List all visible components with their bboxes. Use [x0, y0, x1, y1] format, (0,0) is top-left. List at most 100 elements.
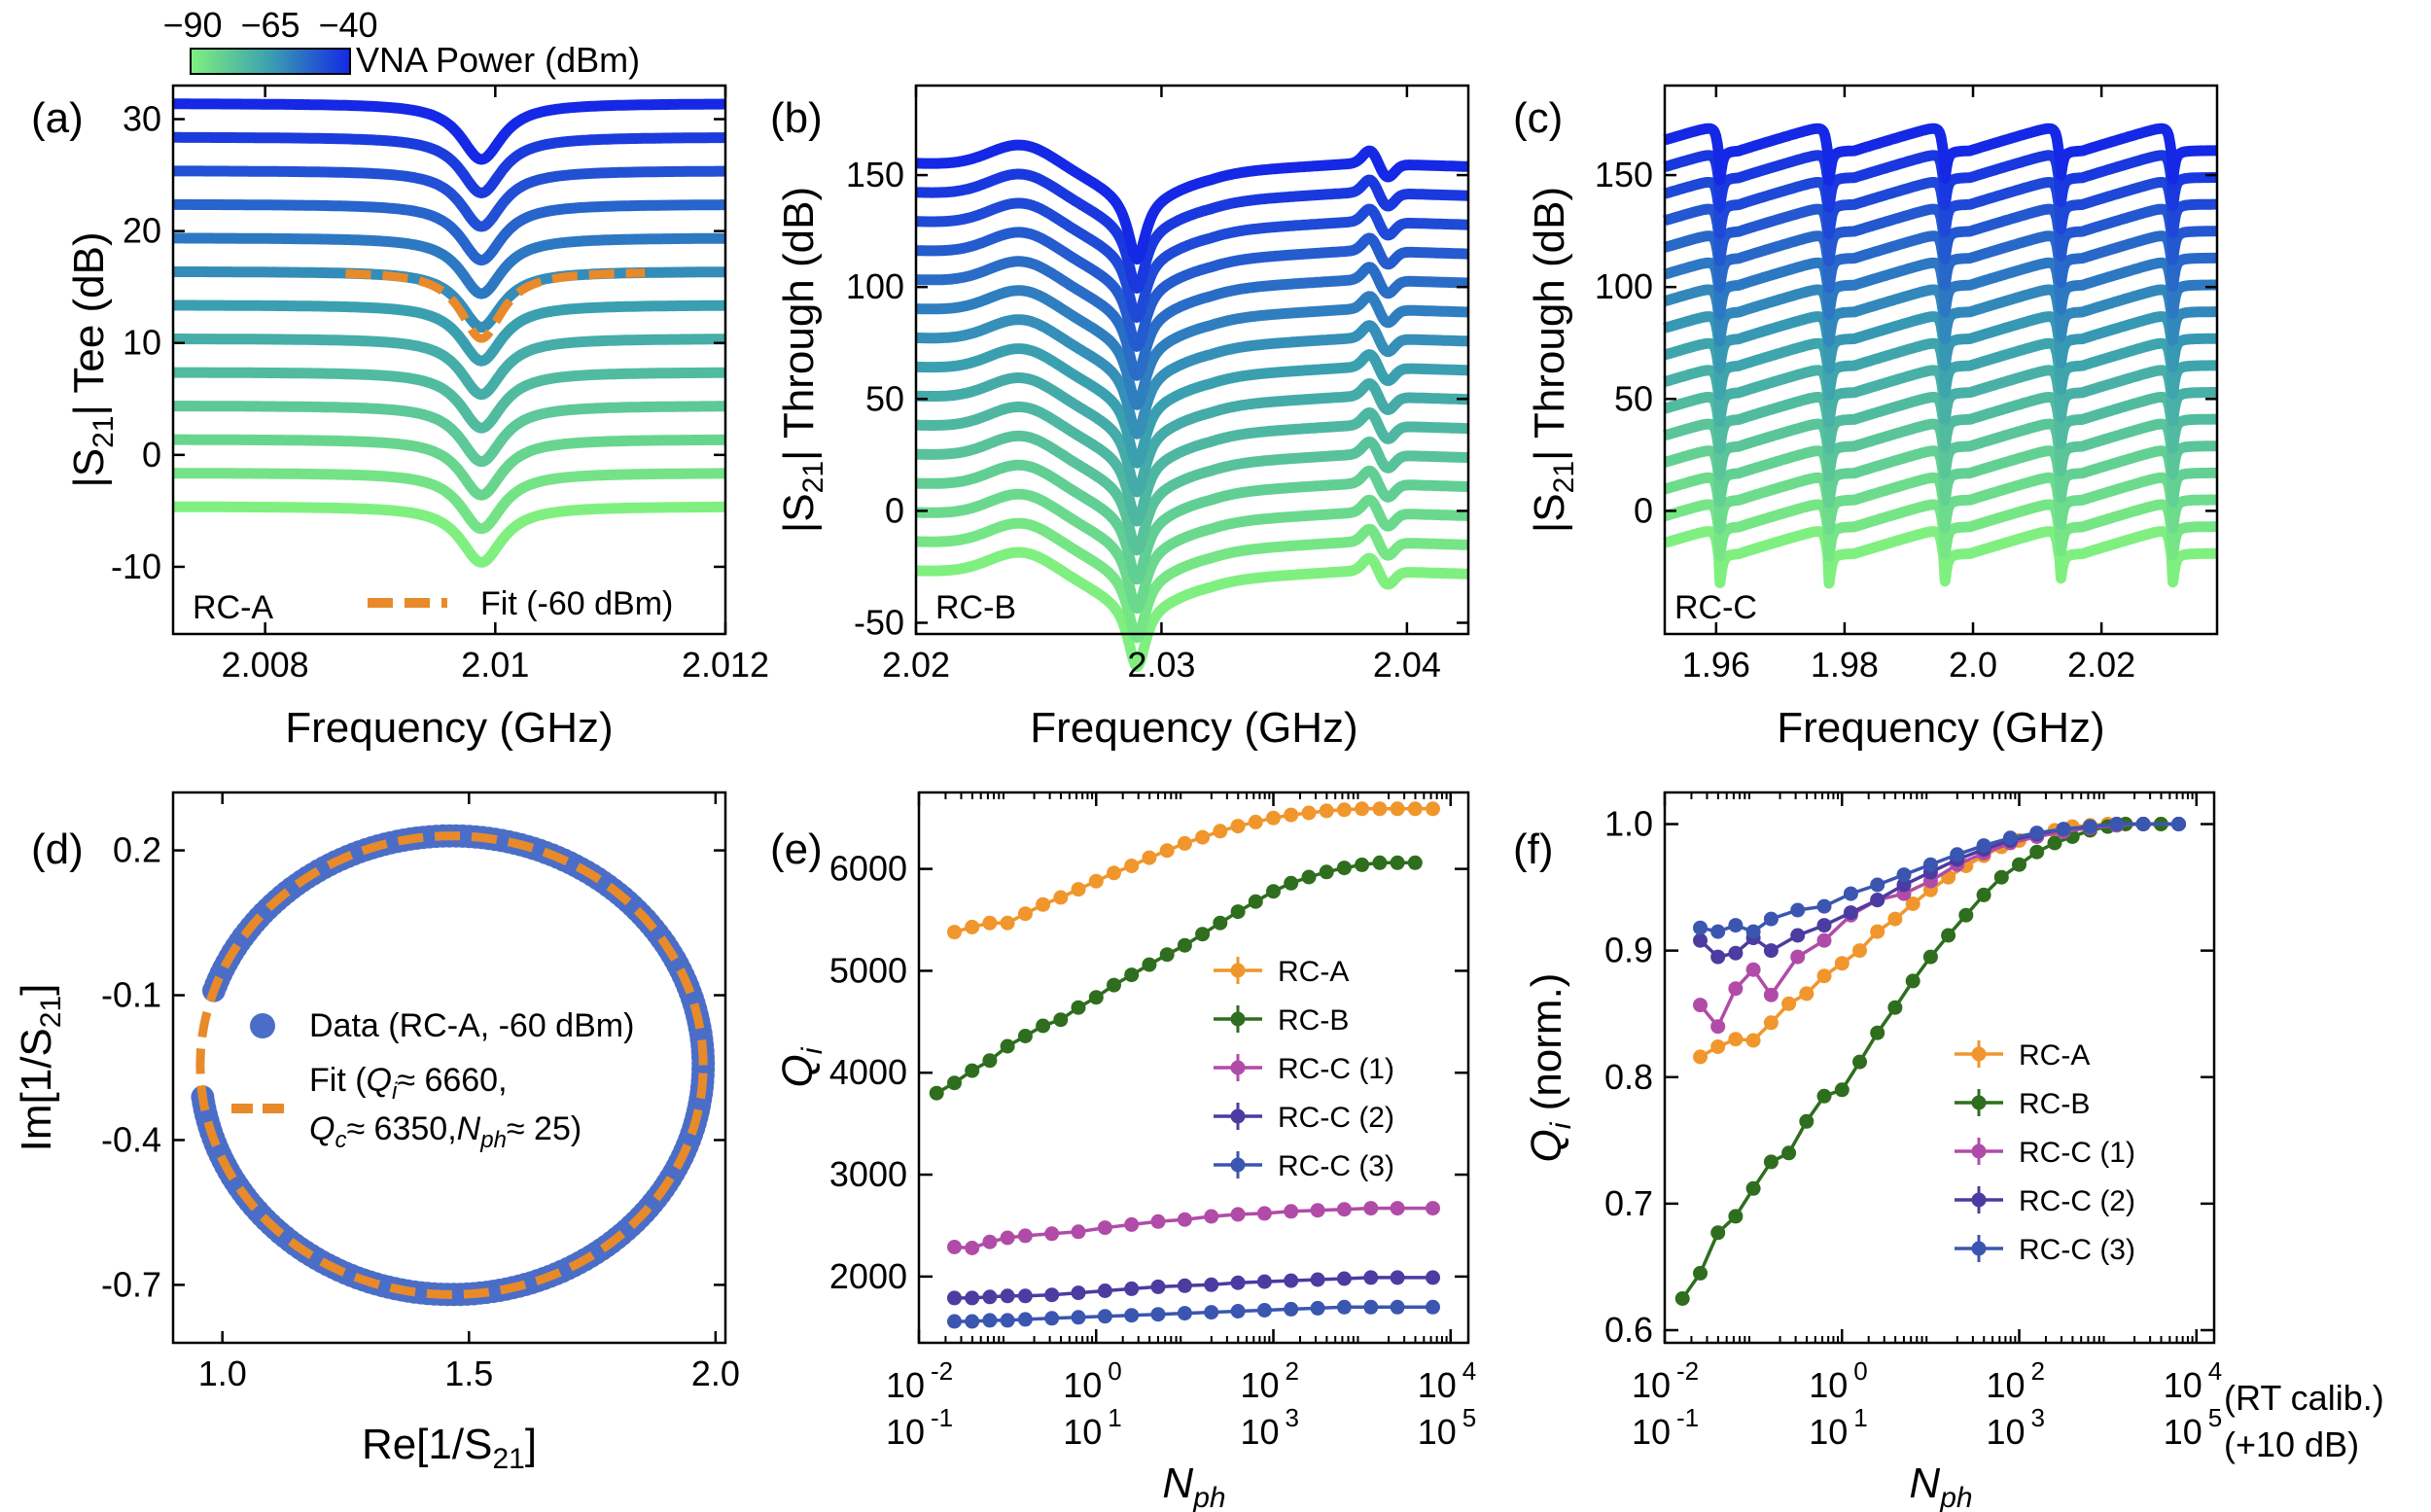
e-data-point	[1301, 869, 1317, 885]
e-data-point	[1177, 1212, 1192, 1227]
f-data-point	[1693, 1265, 1708, 1281]
e-data-point	[1363, 1270, 1379, 1285]
f-data-point	[1870, 1025, 1885, 1040]
f-legend-label: RC-A	[2019, 1039, 2090, 1072]
f-data-point	[1887, 911, 1903, 927]
e-data-point	[947, 1314, 962, 1329]
e-data-point	[1088, 990, 1104, 1005]
colorbar: −90 −65 −40 VNA Power (dBm)	[162, 5, 640, 80]
f-data-point	[1922, 949, 1938, 965]
e-data-point	[1336, 1202, 1352, 1217]
e-data-point	[1284, 875, 1299, 891]
f-data-point	[1799, 986, 1814, 1002]
e-xtick-exp-bottom: 5	[1462, 1403, 1476, 1432]
e-data-point	[1310, 1203, 1325, 1218]
e-data-point	[1363, 1299, 1379, 1315]
a-xtick-label: 2.008	[222, 645, 309, 685]
a-ytick-label: 0	[142, 435, 161, 475]
f-xtick-label-bottom: 10	[1986, 1412, 2025, 1452]
e-data-point	[1177, 835, 1192, 851]
f-data-point	[1896, 877, 1912, 893]
c-xtick-label: 1.98	[1811, 645, 1879, 685]
b-power-trace	[912, 285, 1472, 410]
e-data-point	[1248, 814, 1263, 829]
f-data-point	[1745, 1033, 1761, 1048]
e-data-point	[1124, 1308, 1140, 1323]
e-data-point	[965, 1290, 980, 1306]
b-power-trace	[912, 546, 1472, 673]
e-data-point	[1204, 1277, 1219, 1292]
e-series-line	[935, 861, 1416, 1095]
a-ylabel: |S21| Tee (dB)	[65, 231, 120, 487]
f-data-point	[1843, 886, 1858, 901]
a-power-trace	[169, 198, 729, 266]
e-data-point	[1213, 915, 1228, 931]
a-power-trace	[169, 266, 729, 334]
panel-label-b: (b)	[770, 94, 823, 142]
d-legend-marker	[250, 1013, 275, 1038]
panel-label-d: (d)	[31, 826, 84, 873]
f-data-point	[1710, 949, 1726, 965]
e-data-point	[965, 1063, 980, 1078]
d-ylabel: Im[1/S21]	[13, 984, 67, 1152]
e-ytick-label: 4000	[829, 1052, 907, 1092]
e-legend-label: RC-C (3)	[1278, 1150, 1394, 1182]
d-legend-fit-1: Fit (Qi≈ 6660,	[309, 1062, 508, 1105]
e-data-point	[1230, 1304, 1246, 1319]
e-data-point	[1150, 1307, 1166, 1322]
e-series-line	[954, 807, 1433, 934]
panel-label-a: (a)	[31, 94, 84, 142]
f-data-point	[1816, 1088, 1832, 1104]
f-data-point	[1976, 838, 1991, 854]
f-data-point	[1728, 1209, 1744, 1224]
e-xlabel: Nph	[1162, 1459, 1225, 1512]
b-xtick-label: 2.04	[1373, 645, 1441, 685]
e-xtick-exp-top: 2	[1286, 1356, 1299, 1386]
f-legend-label: RC-C (1)	[2019, 1137, 2135, 1169]
f-data-point	[1710, 1019, 1726, 1035]
b-power-trace	[912, 314, 1472, 440]
e-data-point	[1390, 1201, 1405, 1216]
e-data-point	[1017, 1312, 1033, 1327]
f-data-point	[1950, 847, 1965, 862]
f-ytick-label: 0.9	[1604, 931, 1653, 970]
f-data-point	[1799, 1113, 1814, 1129]
a-ticks: 2.008 2.01 2.012 -10 0 10 20 30	[111, 86, 769, 685]
e-data-point	[1390, 801, 1405, 817]
f-legend-marker	[1971, 1046, 1987, 1062]
panel-c: (c) 1.96 1.98 2.0 2.02 0 50 100 150 RC-C Freque…	[1513, 84, 2222, 752]
d-curves	[191, 824, 716, 1307]
e-data-point	[1107, 865, 1121, 881]
c-ytick-label: 0	[1634, 490, 1653, 530]
f-data-point	[1763, 1154, 1779, 1170]
panel-label-e: (e)	[770, 826, 823, 873]
d-legend-data: Data (RC-A, -60 dBm)	[309, 1007, 634, 1044]
f-legend-label: RC-C (3)	[2019, 1234, 2135, 1266]
f-xtick-label-top: 10	[1809, 1365, 1848, 1405]
f-data-point	[1710, 1225, 1726, 1241]
e-xtick-exp-top: 4	[1462, 1356, 1476, 1386]
f-data-point	[1790, 902, 1806, 918]
a-power-trace	[169, 367, 729, 434]
e-data-point	[1256, 1274, 1272, 1289]
a-power-trace	[169, 131, 729, 198]
e-data-point	[1256, 1206, 1272, 1221]
a-power-trace	[169, 434, 729, 501]
b-power-trace	[912, 227, 1472, 352]
e-legend-marker	[1230, 1108, 1246, 1124]
e-data-point	[1142, 850, 1157, 865]
f-data-point	[1816, 918, 1832, 933]
e-legend-label: RC-B	[1278, 1004, 1349, 1037]
f-xtick-exp-top: 2	[2031, 1356, 2045, 1386]
colorbar-title: VNA Power (dBm)	[356, 40, 640, 80]
e-data-point	[1000, 915, 1015, 931]
e-data-point	[1000, 1313, 1015, 1328]
e-ylabel: Qi	[774, 1046, 828, 1087]
e-data-point	[1017, 906, 1033, 922]
f-xtick-exp-bottom: 1	[1853, 1403, 1867, 1432]
e-xtick-label-top: 10	[886, 1365, 925, 1405]
e-data-point	[1177, 1278, 1192, 1293]
f-xtick-label-top: 10	[2164, 1365, 2202, 1405]
e-data-point	[1124, 1216, 1140, 1232]
